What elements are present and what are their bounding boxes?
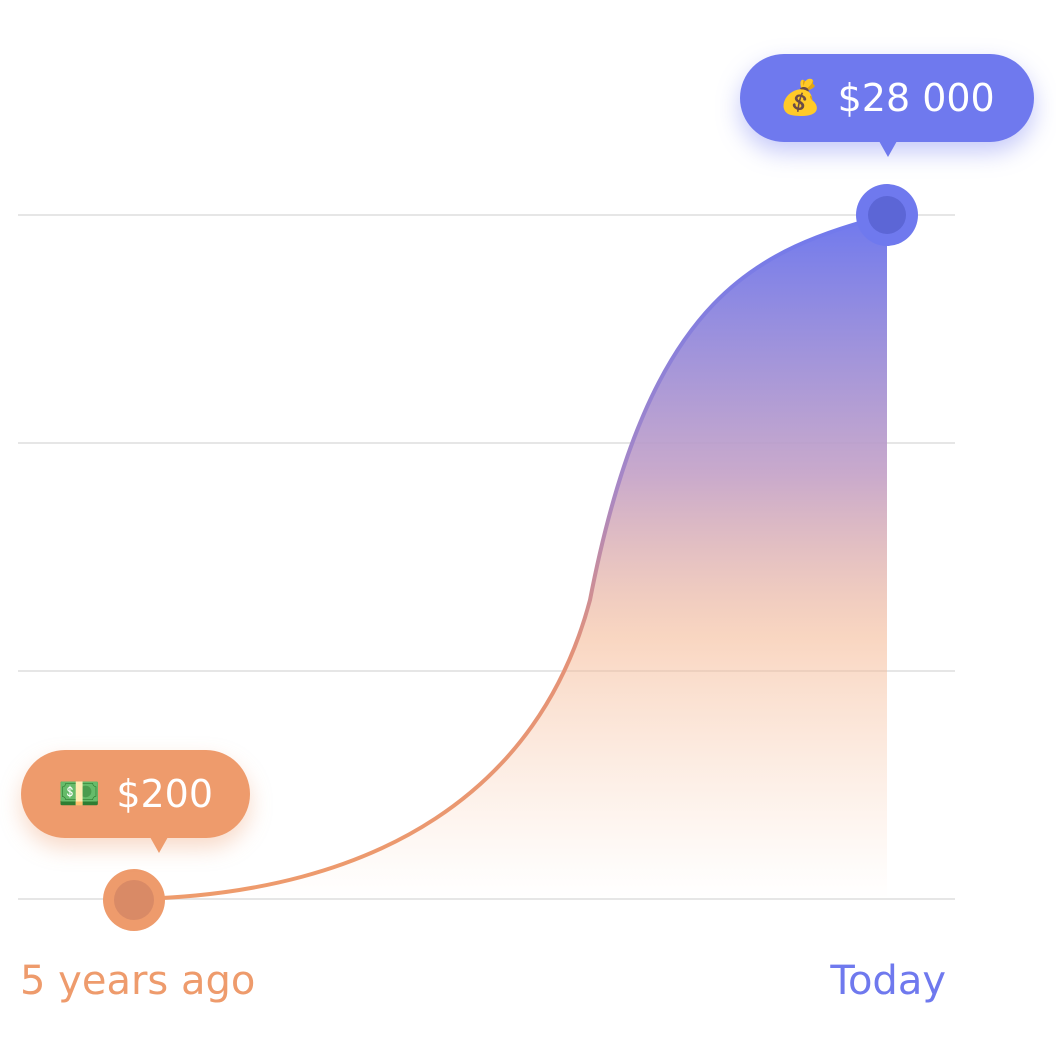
value-tooltip-end: 💰 $28 000 (740, 54, 1034, 157)
x-tick-label-end: Today (830, 958, 946, 1004)
money-bag-icon: 💰 (779, 78, 822, 118)
banknote-icon: 💵 (57, 774, 101, 814)
value-label-end: $28 000 (837, 76, 995, 120)
data-point-end (856, 184, 918, 246)
area-fill (134, 215, 887, 899)
value-tooltip-start: 💵 $200 (21, 750, 250, 853)
series-line (132, 213, 889, 901)
x-tick-label-start: 5 years ago (20, 958, 256, 1004)
data-point-start (103, 869, 165, 931)
value-label-start: $200 (116, 772, 214, 816)
